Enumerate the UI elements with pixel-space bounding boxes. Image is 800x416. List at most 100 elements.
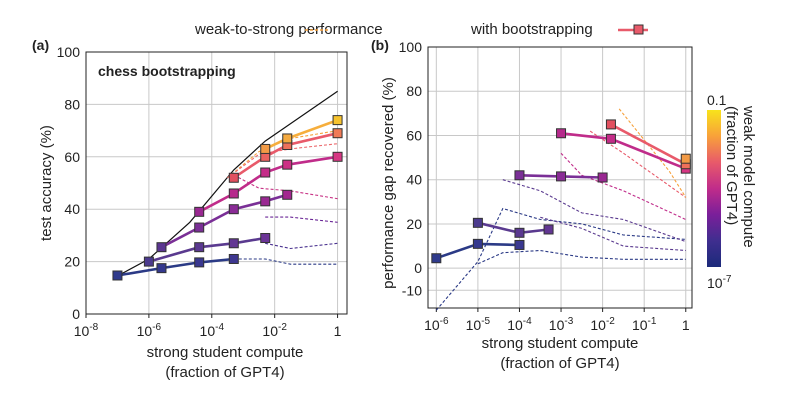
panel-a-ytick-label: 40 [64, 201, 80, 217]
panel-b-bootstrap-marker [472, 217, 483, 228]
panel-b-weak-to-strong-line [502, 179, 686, 243]
panel-b-xtick-label: 10-3 [549, 316, 574, 333]
panel-a-weak-to-strong-line [233, 258, 338, 265]
panel-a-xtick-label: 1 [334, 323, 342, 339]
panel-a-xtick-label: 10-2 [262, 322, 287, 339]
panel-a-ytick-label: 20 [64, 254, 80, 270]
legend: weak-to-strong performance with bootstra… [194, 21, 648, 38]
panel-a-ytick-label: 0 [72, 306, 80, 322]
panel-a-title: chess bootstrapping [98, 63, 236, 79]
panel-a-xlabel-line1: strong student compute [147, 344, 304, 361]
panel-b-ytick-label: 80 [406, 83, 422, 99]
panel-a-xlabel-line2: (fraction of GPT4) [165, 364, 284, 381]
panel-b-xtick-label: 10-2 [590, 316, 615, 333]
panel-b-weak-to-strong-line [618, 108, 687, 198]
panel-a-bootstrap-marker [194, 257, 205, 268]
panel-a-bootstrap-line-chain-2 [148, 236, 266, 263]
panel-a-strong-ceiling-line [117, 90, 338, 277]
panel-b-bootstrap-marker [597, 172, 608, 183]
panel-b-xtick-label: 10-1 [632, 316, 657, 333]
colorbar-title-line2: (fraction of GPT4) [723, 106, 740, 225]
panel-b-bootstrap-marker [543, 224, 554, 235]
panel-b-ytick-label: 100 [399, 39, 423, 55]
panel-b-bootstrap-marker [680, 153, 691, 164]
panel-b-ytick-label: 20 [406, 216, 422, 232]
panel-a-bootstrap-line-chain-1 [117, 257, 234, 277]
panel-b-bootstrap-marker [556, 128, 567, 139]
panel-a-frame [85, 51, 348, 315]
panel-b-xtick-label: 10-5 [466, 316, 491, 333]
panel-a-bootstrap-marker [282, 159, 293, 170]
panel-a-bootstrap-marker [112, 270, 123, 281]
panel-a-label: (a) [32, 37, 49, 53]
panel-b-xlabel-line2: (fraction of GPT4) [500, 355, 619, 372]
panel-a-weak-to-strong-line [265, 216, 338, 223]
panel-b-frame [427, 46, 693, 309]
panel-a-ytick-label: 60 [64, 149, 80, 165]
panel-a-weak-to-strong-line [265, 242, 338, 250]
panel-a-bootstrap-marker [260, 167, 271, 178]
panel-b-bootstrap-line-chain-5 [610, 123, 687, 166]
panel-a-bootstrap-marker [260, 233, 271, 244]
colorbar-title-line1: weak model compute [740, 105, 757, 248]
panel-b-bootstrap-line-chain-4 [560, 132, 687, 170]
panel-a-bootstrap-marker [260, 143, 271, 154]
panel-a-bootstrap-marker [282, 189, 293, 200]
panel-a-bootstrap-marker [194, 242, 205, 253]
panel-b-ytick-label: 60 [406, 127, 422, 143]
colorbar-bottom-label: 10-7 [707, 274, 732, 291]
panel-b-bootstrap-marker [605, 119, 616, 130]
panel-b-weak-to-strong-line [477, 249, 686, 265]
panel-b-ylabel: performance gap recovered (%) [380, 77, 397, 289]
panel-a-bootstrap-marker [228, 172, 239, 183]
panel-b-ytick-label: 0 [414, 260, 422, 276]
panel-a-xtick-label: 10-6 [137, 322, 162, 339]
panel-b-bootstrap-marker [514, 227, 525, 238]
panel-b-bootstrap-marker [514, 239, 525, 250]
panel-b-weak-to-strong-line [435, 207, 686, 311]
panel-a-bootstrap-marker [194, 206, 205, 217]
colorbar-gradient [707, 110, 721, 267]
legend-square-marker [633, 24, 644, 35]
panel-a-ytick-label: 80 [64, 96, 80, 112]
panel-a-bootstrap-marker [260, 196, 271, 207]
panel-b-chart: -10 0 20 40 60 80 100 10-6 10-5 10-4 10-3 10-2 10-1 1 [399, 39, 693, 333]
panel-a-bootstrap-line-chain-5 [233, 131, 338, 179]
legend-bootstrapping-label: with bootstrapping [470, 21, 593, 38]
panel-b-weak-to-strong-line [589, 130, 687, 198]
panel-a-bootstrap-marker [332, 151, 343, 162]
panel-b-xtick-label: 10-6 [424, 316, 449, 333]
panel-b-xlabel-line1: strong student compute [482, 335, 639, 352]
panel-b-bootstrap-marker [556, 171, 567, 182]
panel-a-bootstrap-marker [282, 133, 293, 144]
panel-a-bootstrap-marker [228, 188, 239, 199]
panel-b-bootstrap-marker [472, 238, 483, 249]
panel-b-xtick-label: 10-4 [507, 316, 532, 333]
colorbar-top-label: 0.1 [707, 92, 727, 108]
panel-a-bootstrap-marker [228, 238, 239, 249]
panel-a-bootstrap-marker [156, 242, 167, 253]
panel-a-bootstrap-marker [228, 204, 239, 215]
panel-a-chart: 0 20 40 60 80 100 10-8 10-6 10-4 10-2 1 chess boots… [57, 44, 348, 339]
panel-b-bootstrap-marker [605, 133, 616, 144]
colorbar: 0.1 10-7 weak model compute (fraction of… [707, 92, 757, 291]
panel-a-bootstrap-marker [143, 256, 154, 267]
panel-b-bootstrap-marker [514, 170, 525, 181]
panel-b-xtick-label: 1 [682, 317, 690, 333]
panel-a-xtick-label: 10-8 [74, 322, 99, 339]
panel-a-bootstrap-marker [228, 253, 239, 264]
panel-a-ytick-label: 100 [57, 44, 81, 60]
panel-a-bootstrap-marker [332, 128, 343, 139]
panel-b-ytick-label: 40 [406, 172, 422, 188]
panel-b-label: (b) [371, 37, 389, 53]
panel-a-bootstrap-marker [332, 115, 343, 126]
panel-b-weak-to-strong-line [560, 152, 687, 220]
panel-b-ytick-label: -10 [402, 282, 422, 298]
panel-a-ylabel: test accuracy (%) [38, 125, 55, 241]
panel-a-bootstrap-marker [194, 222, 205, 233]
panel-b-bootstrap-marker [431, 253, 442, 264]
panel-a-bootstrap-marker [156, 263, 167, 274]
legend-weak-to-strong-label: weak-to-strong performance [194, 21, 383, 38]
panel-a-xtick-label: 10-4 [200, 322, 225, 339]
